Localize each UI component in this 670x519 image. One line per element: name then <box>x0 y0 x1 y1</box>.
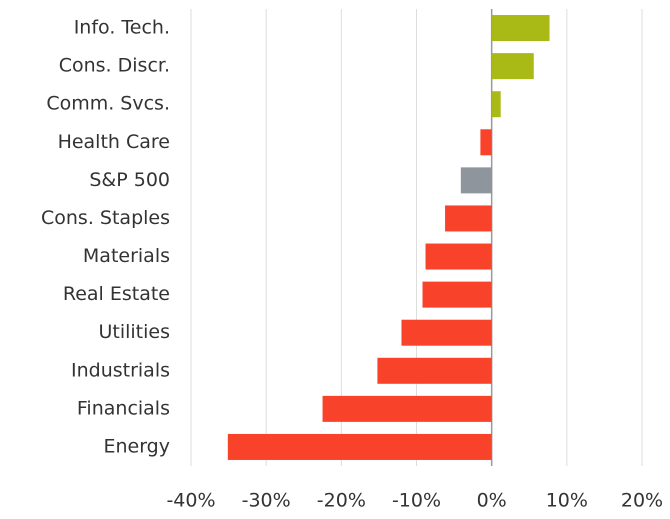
y-tick-label: Health Care <box>58 131 170 153</box>
x-tick-label: -30% <box>242 490 291 512</box>
bar <box>227 433 492 460</box>
bar <box>377 357 492 384</box>
y-tick-label: Info. Tech. <box>74 17 170 39</box>
x-tick-label: 10% <box>546 490 588 512</box>
x-tick-label: -20% <box>317 490 366 512</box>
bar <box>491 15 550 42</box>
y-tick-label: Cons. Staples <box>41 207 170 229</box>
bar <box>425 243 492 270</box>
bar <box>422 281 492 308</box>
x-tick-label: -40% <box>166 490 215 512</box>
y-tick-label: Materials <box>83 245 170 267</box>
bar <box>480 129 492 156</box>
x-tick-label: 0% <box>477 490 507 512</box>
y-tick-label: Energy <box>103 435 170 457</box>
bar <box>322 395 492 422</box>
bar <box>491 91 501 118</box>
y-tick-label: Financials <box>77 397 170 419</box>
x-tick-label: -10% <box>392 490 441 512</box>
y-tick-label: Utilities <box>98 321 170 343</box>
y-tick-label: Real Estate <box>63 283 170 305</box>
bar <box>460 167 492 194</box>
y-tick-label: Cons. Discr. <box>59 55 170 77</box>
bar <box>401 319 492 346</box>
bar <box>491 53 534 80</box>
y-tick-label: S&P 500 <box>89 169 170 191</box>
y-tick-label: Industrials <box>71 359 170 381</box>
bar <box>445 205 492 232</box>
x-tick-label: 20% <box>621 490 663 512</box>
y-tick-label: Comm. Svcs. <box>46 93 170 115</box>
